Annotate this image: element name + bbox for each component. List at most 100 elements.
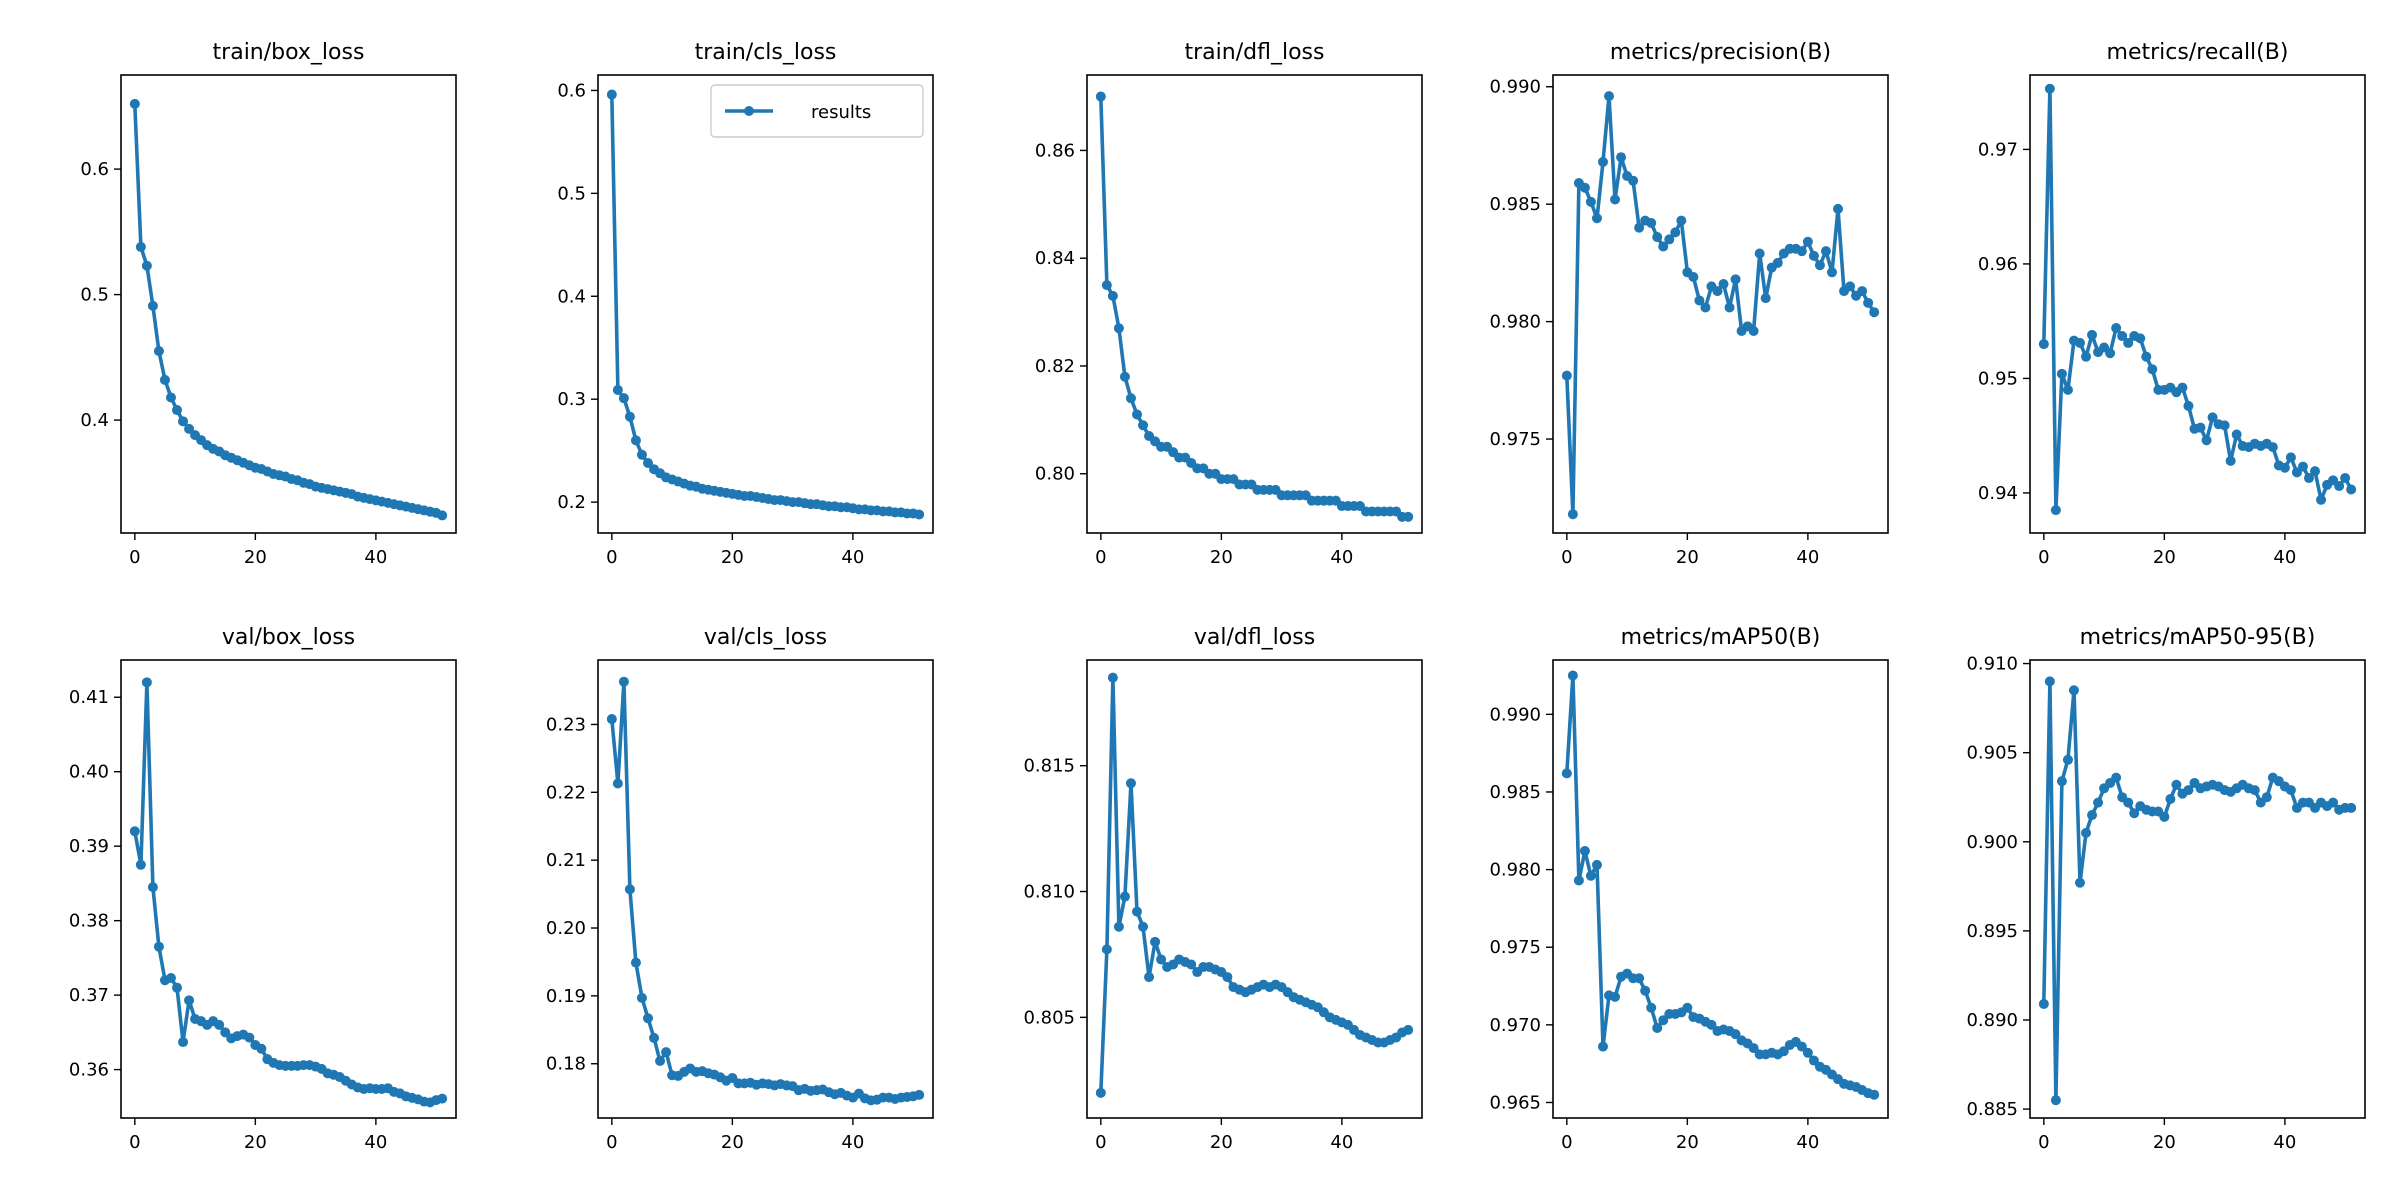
data-point: [2056, 776, 2067, 787]
data-point: [1573, 875, 1584, 886]
subplot-title: metrics/precision(B): [1610, 40, 1831, 65]
x-tick-label: 20: [244, 547, 267, 568]
data-point: [1579, 845, 1590, 856]
subplot-title: val/box_loss: [222, 625, 355, 650]
data-point: [2038, 339, 2049, 350]
data-point: [437, 510, 448, 521]
data-point: [2346, 484, 2357, 495]
data-point: [2117, 331, 2128, 342]
data-point: [2074, 877, 2085, 888]
data-point: [153, 941, 164, 952]
data-point: [1616, 152, 1627, 163]
data-point: [1869, 307, 1880, 318]
data-point: [1754, 248, 1765, 259]
data-point: [1113, 323, 1124, 334]
y-tick-label: 0.23: [546, 714, 586, 735]
data-point: [642, 1013, 653, 1024]
data-point: [1857, 286, 1868, 297]
data-point: [1561, 768, 1572, 779]
y-tick-label: 0.82: [1035, 356, 1075, 377]
x-tick-label: 0: [1561, 547, 1572, 568]
data-point: [2044, 676, 2055, 687]
y-tick-label: 0.885: [1966, 1099, 2018, 1120]
data-point: [1119, 371, 1130, 382]
subplot-title: train/cls_loss: [695, 40, 837, 65]
data-point: [1724, 302, 1735, 313]
data-point: [165, 392, 176, 403]
data-point: [914, 1089, 925, 1100]
data-point: [1610, 194, 1621, 205]
data-point: [1682, 1002, 1693, 1013]
data-point: [624, 411, 635, 422]
x-tick-label: 0: [2038, 1132, 2049, 1153]
data-point: [214, 1019, 225, 1030]
data-point: [630, 957, 641, 968]
data-point: [437, 1093, 448, 1104]
series-line: [133, 102, 445, 518]
data-point: [1579, 182, 1590, 193]
data-point: [147, 300, 158, 311]
data-point: [2147, 364, 2158, 375]
data-point: [1567, 670, 1578, 681]
data-point: [1748, 326, 1759, 337]
data-point: [172, 405, 183, 416]
data-point: [135, 859, 146, 870]
subplot-7: val/dfl_loss 0 20 40 0.805 0.810 0.815: [1023, 625, 1423, 1153]
data-point: [1646, 1002, 1657, 1013]
y-tick-label: 0.94: [1978, 483, 2018, 504]
x-tick-label: 20: [721, 547, 744, 568]
data-point: [649, 1032, 660, 1043]
data-point: [1820, 246, 1831, 257]
data-point: [1628, 175, 1639, 186]
axes-frame: [2029, 659, 2366, 1119]
axes-frame: [1086, 74, 1423, 534]
y-tick-label: 0.40: [69, 762, 109, 783]
data-point: [2183, 400, 2194, 411]
data-point: [1138, 921, 1149, 932]
data-point: [1730, 1029, 1741, 1040]
data-point: [159, 374, 170, 385]
data-point: [914, 509, 925, 520]
series-line: [1565, 94, 1876, 517]
data-point: [1718, 279, 1729, 290]
data-point: [1700, 302, 1711, 313]
x-tick-label: 40: [2273, 547, 2296, 568]
x-tick-label: 0: [1095, 547, 1106, 568]
data-point: [606, 714, 617, 725]
data-point: [1561, 370, 1572, 381]
y-tick-label: 0.975: [1489, 937, 1541, 958]
subplot-3: metrics/precision(B) 0 20 40 0.975 0.980 0.985…: [1489, 40, 1889, 568]
data-point: [2171, 779, 2182, 790]
data-point: [606, 89, 617, 100]
y-tick-label: 0.900: [1966, 832, 2018, 853]
data-point: [1658, 1015, 1669, 1026]
x-tick-label: 40: [1330, 1132, 1353, 1153]
data-point: [165, 972, 176, 983]
series-line: [2042, 679, 2353, 1102]
legend: results: [710, 84, 924, 138]
data-point: [184, 995, 195, 1006]
data-point: [2310, 466, 2321, 477]
axes-frame: [597, 74, 934, 534]
data-point: [2316, 494, 2327, 505]
data-point: [2249, 785, 2260, 796]
data-point: [2062, 754, 2073, 765]
data-point: [2081, 827, 2092, 838]
x-tick-label: 40: [1796, 1132, 1819, 1153]
axes-frame: [120, 659, 457, 1119]
data-point: [1796, 246, 1807, 257]
y-tick-label: 0.970: [1489, 1015, 1541, 1036]
data-point: [1808, 1055, 1819, 1066]
subplot-title: val/dfl_loss: [1194, 625, 1315, 650]
data-point: [2261, 792, 2272, 803]
x-tick-label: 0: [129, 1132, 140, 1153]
x-tick-label: 0: [1561, 1132, 1572, 1153]
data-point: [2328, 797, 2339, 808]
data-point: [184, 423, 195, 434]
data-point: [1125, 778, 1136, 789]
data-point: [147, 882, 158, 893]
subplot-title: metrics/mAP50(B): [1621, 625, 1821, 650]
data-point: [1646, 217, 1657, 228]
data-point: [2285, 785, 2296, 796]
data-point: [1095, 1087, 1106, 1098]
